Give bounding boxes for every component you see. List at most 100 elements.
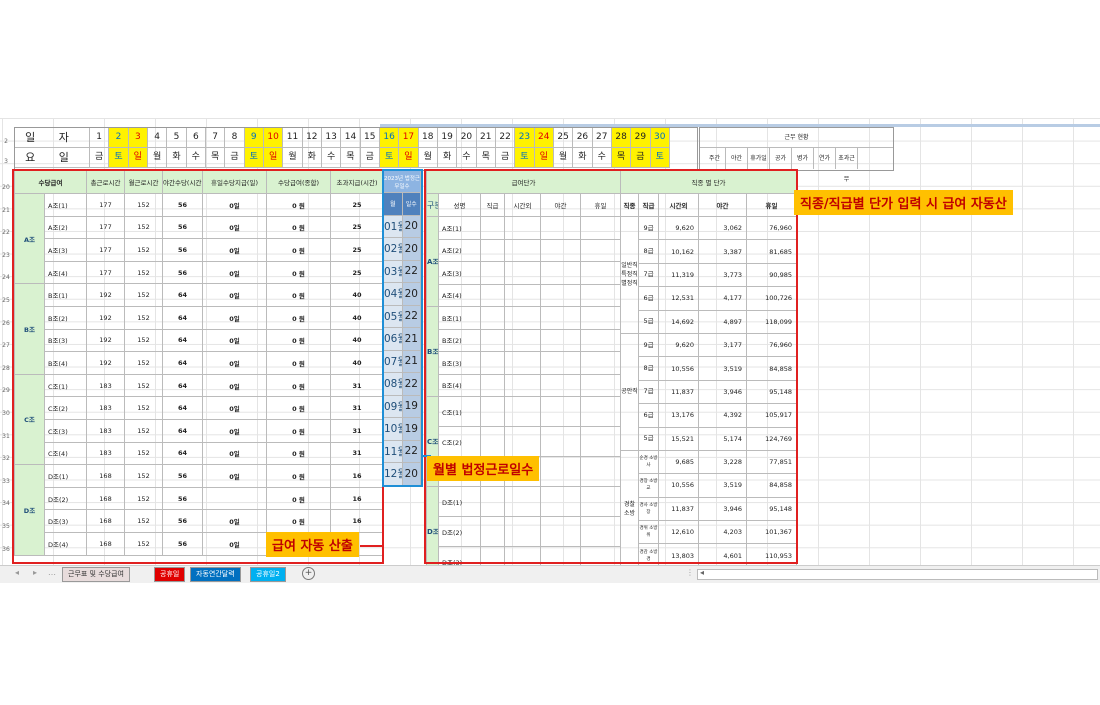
month-cell[interactable]: 11월: [383, 439, 403, 463]
grade-holiday-rate[interactable]: 77,851: [745, 449, 798, 475]
weekday-cell[interactable]: 목: [476, 148, 496, 168]
day-cell[interactable]: 24: [534, 128, 554, 148]
month-cell[interactable]: 10월: [383, 417, 403, 441]
grade-overtime-rate[interactable]: 11,837: [658, 379, 699, 405]
weekday-cell[interactable]: 화: [302, 148, 322, 168]
day-cell[interactable]: 27: [592, 128, 612, 148]
member-name[interactable]: C조(3): [43, 418, 88, 443]
night-hours[interactable]: 56: [162, 531, 204, 556]
weekday-cell[interactable]: 일: [128, 148, 148, 168]
day-cell[interactable]: 26: [573, 128, 593, 148]
grade-holiday-rate[interactable]: 84,858: [745, 356, 798, 381]
month-cell[interactable]: 09월: [383, 394, 403, 418]
weekday-cell[interactable]: 월: [553, 148, 574, 168]
grade-night-rate[interactable]: 3,519: [698, 356, 747, 381]
grade-holiday-rate[interactable]: 95,148: [745, 496, 798, 522]
member-name[interactable]: D조(1): [43, 464, 88, 488]
weekday-cell[interactable]: 화: [573, 148, 593, 168]
grade-holiday-rate[interactable]: 95,148: [745, 379, 798, 405]
weekday-cell[interactable]: 월: [283, 148, 303, 168]
grade-overtime-rate[interactable]: 9,620: [658, 215, 699, 241]
sheet-tab[interactable]: 공휴일2: [250, 567, 286, 582]
month-cell[interactable]: 07월: [383, 349, 403, 373]
grade-overtime-rate[interactable]: 10,162: [658, 239, 699, 264]
grade-overtime-rate[interactable]: 9,685: [658, 449, 699, 475]
grade-overtime-rate[interactable]: 11,837: [658, 496, 699, 522]
workday-count[interactable]: 22: [401, 372, 421, 396]
grade-night-rate[interactable]: 4,177: [698, 286, 747, 311]
grade-overtime-rate[interactable]: 12,531: [658, 286, 699, 311]
grade-overtime-rate[interactable]: 10,556: [658, 356, 699, 381]
day-cell[interactable]: 21: [476, 128, 496, 148]
day-cell[interactable]: 6: [186, 128, 206, 148]
weekday-cell[interactable]: 일: [399, 148, 419, 168]
day-cell[interactable]: 8: [225, 128, 245, 148]
day-cell[interactable]: 16: [379, 128, 400, 148]
weekday-cell[interactable]: 토: [244, 148, 264, 168]
weekday-cell[interactable]: 수: [592, 148, 612, 168]
grade-night-rate[interactable]: 3,177: [698, 332, 747, 358]
total-hours[interactable]: 168: [86, 531, 126, 556]
workday-count[interactable]: 19: [401, 417, 421, 441]
grade-night-rate[interactable]: 3,946: [698, 496, 747, 522]
workday-count[interactable]: 22: [401, 304, 421, 328]
day-cell[interactable]: 28: [611, 128, 632, 148]
day-cell[interactable]: 15: [360, 128, 380, 148]
weekday-cell[interactable]: 화: [437, 148, 458, 168]
weekday-cell[interactable]: 금: [360, 148, 380, 168]
grade-overtime-rate[interactable]: 10,556: [658, 473, 699, 498]
weekday-cell[interactable]: 일: [263, 148, 284, 168]
grade-holiday-rate[interactable]: 100,726: [745, 286, 798, 311]
weekday-cell[interactable]: 금: [225, 148, 245, 168]
day-cell[interactable]: 22: [495, 128, 516, 148]
weekday-cell[interactable]: 토: [650, 148, 670, 168]
day-cell[interactable]: 25: [553, 128, 574, 148]
month-cell[interactable]: 04월: [383, 282, 403, 306]
rate-night[interactable]: [540, 456, 581, 487]
sheet-tab[interactable]: 자동연간달력: [190, 567, 241, 582]
day-cell[interactable]: 23: [515, 128, 535, 148]
grade-night-rate[interactable]: 3,773: [698, 262, 747, 288]
weekday-cell[interactable]: 수: [186, 148, 206, 168]
day-cell[interactable]: 20: [457, 128, 477, 148]
day-cell[interactable]: 30: [650, 128, 670, 148]
tab-prev-icon[interactable]: ◂: [15, 568, 20, 577]
workday-count[interactable]: 21: [401, 349, 421, 373]
weekday-cell[interactable]: 금: [90, 148, 110, 168]
workday-count[interactable]: 20: [401, 282, 421, 306]
day-cell[interactable]: 17: [399, 128, 419, 148]
rate-night[interactable]: [540, 396, 581, 427]
grade-overtime-rate[interactable]: 9,620: [658, 332, 699, 358]
day-cell[interactable]: 5: [167, 128, 187, 148]
weekday-cell[interactable]: 월: [147, 148, 168, 168]
grade-night-rate[interactable]: 3,946: [698, 379, 747, 405]
day-cell[interactable]: 10: [263, 128, 284, 148]
sheet-tab[interactable]: 근무표 및 수당급여: [62, 567, 130, 582]
day-cell[interactable]: 14: [341, 128, 361, 148]
rate-grade[interactable]: [480, 516, 505, 547]
split-handle-icon[interactable]: ⋮: [686, 568, 694, 577]
day-cell[interactable]: 4: [147, 128, 168, 148]
day-cell[interactable]: 2: [109, 128, 129, 148]
weekday-cell[interactable]: 월: [418, 148, 438, 168]
day-cell[interactable]: 1: [90, 128, 110, 148]
day-cell[interactable]: 3: [128, 128, 148, 148]
weekday-cell[interactable]: 금: [631, 148, 651, 168]
grade-night-rate[interactable]: 3,228: [698, 449, 747, 475]
weekday-cell[interactable]: 목: [341, 148, 361, 168]
weekday-cell[interactable]: 화: [167, 148, 187, 168]
weekday-cell[interactable]: 수: [321, 148, 342, 168]
grade-night-rate[interactable]: 3,519: [698, 473, 747, 498]
day-cell[interactable]: 11: [283, 128, 303, 148]
grade-holiday-rate[interactable]: 118,099: [745, 309, 798, 334]
rate-grade[interactable]: [480, 396, 505, 427]
weekday-cell[interactable]: 토: [379, 148, 400, 168]
scroll-left-icon[interactable]: ◂: [700, 568, 705, 577]
grade-night-rate[interactable]: 4,897: [698, 309, 747, 334]
grade-holiday-rate[interactable]: 76,960: [745, 332, 798, 358]
day-cell[interactable]: 18: [418, 128, 438, 148]
grade-night-rate[interactable]: 5,174: [698, 426, 747, 451]
day-cell[interactable]: 13: [321, 128, 342, 148]
rate-member-name[interactable]: C조(1): [438, 396, 481, 427]
grade-holiday-rate[interactable]: 124,769: [745, 426, 798, 451]
